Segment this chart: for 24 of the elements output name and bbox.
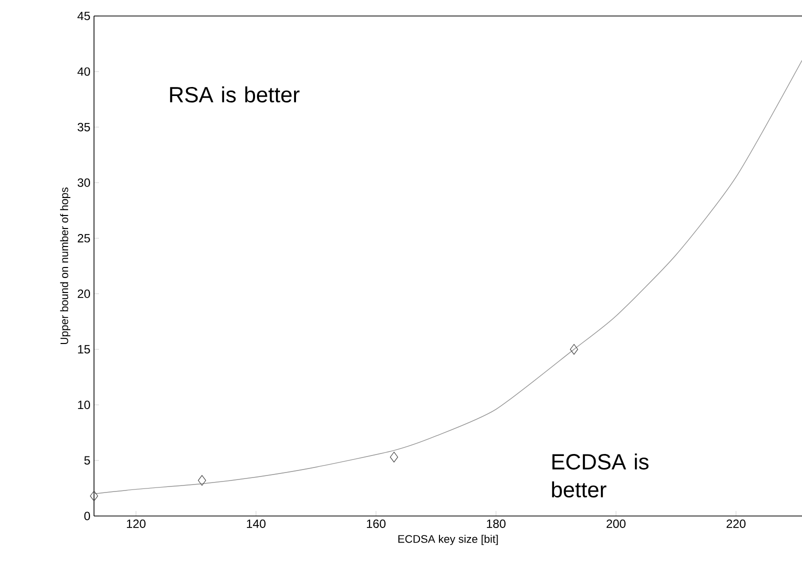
x-tick-label: 120 (126, 520, 146, 528)
x-tick-label: 180 (486, 520, 506, 528)
y-tick-label: 10 (78, 400, 90, 410)
y-tick-label: 5 (84, 456, 90, 465)
annotation: ECDSA is better (552, 453, 648, 498)
y-axis-title: Upper bound on number of hops (60, 188, 70, 344)
x-tick-label: 200 (606, 520, 626, 528)
y-tick-label: 0 (84, 512, 90, 520)
y-tick-label: 15 (78, 345, 90, 354)
y-tick-label: 45 (77, 12, 90, 20)
annotation: RSA is better (170, 86, 300, 102)
x-axis-title: ECDSA key size [bit] (398, 534, 498, 546)
point (90, 490, 98, 502)
y-tick-label: 25 (78, 234, 90, 242)
y-tick-label: 40 (77, 67, 90, 76)
x-tick-label: 160 (366, 520, 386, 528)
y-tick-label: 35 (78, 122, 90, 132)
y-tick-label: 20 (78, 290, 90, 298)
y-tick-label: 30 (78, 178, 90, 187)
x-tick-label: 140 (246, 520, 266, 528)
point (198, 475, 206, 486)
point (390, 452, 398, 462)
point (570, 344, 578, 355)
x-tick-label: 220 (726, 520, 746, 528)
